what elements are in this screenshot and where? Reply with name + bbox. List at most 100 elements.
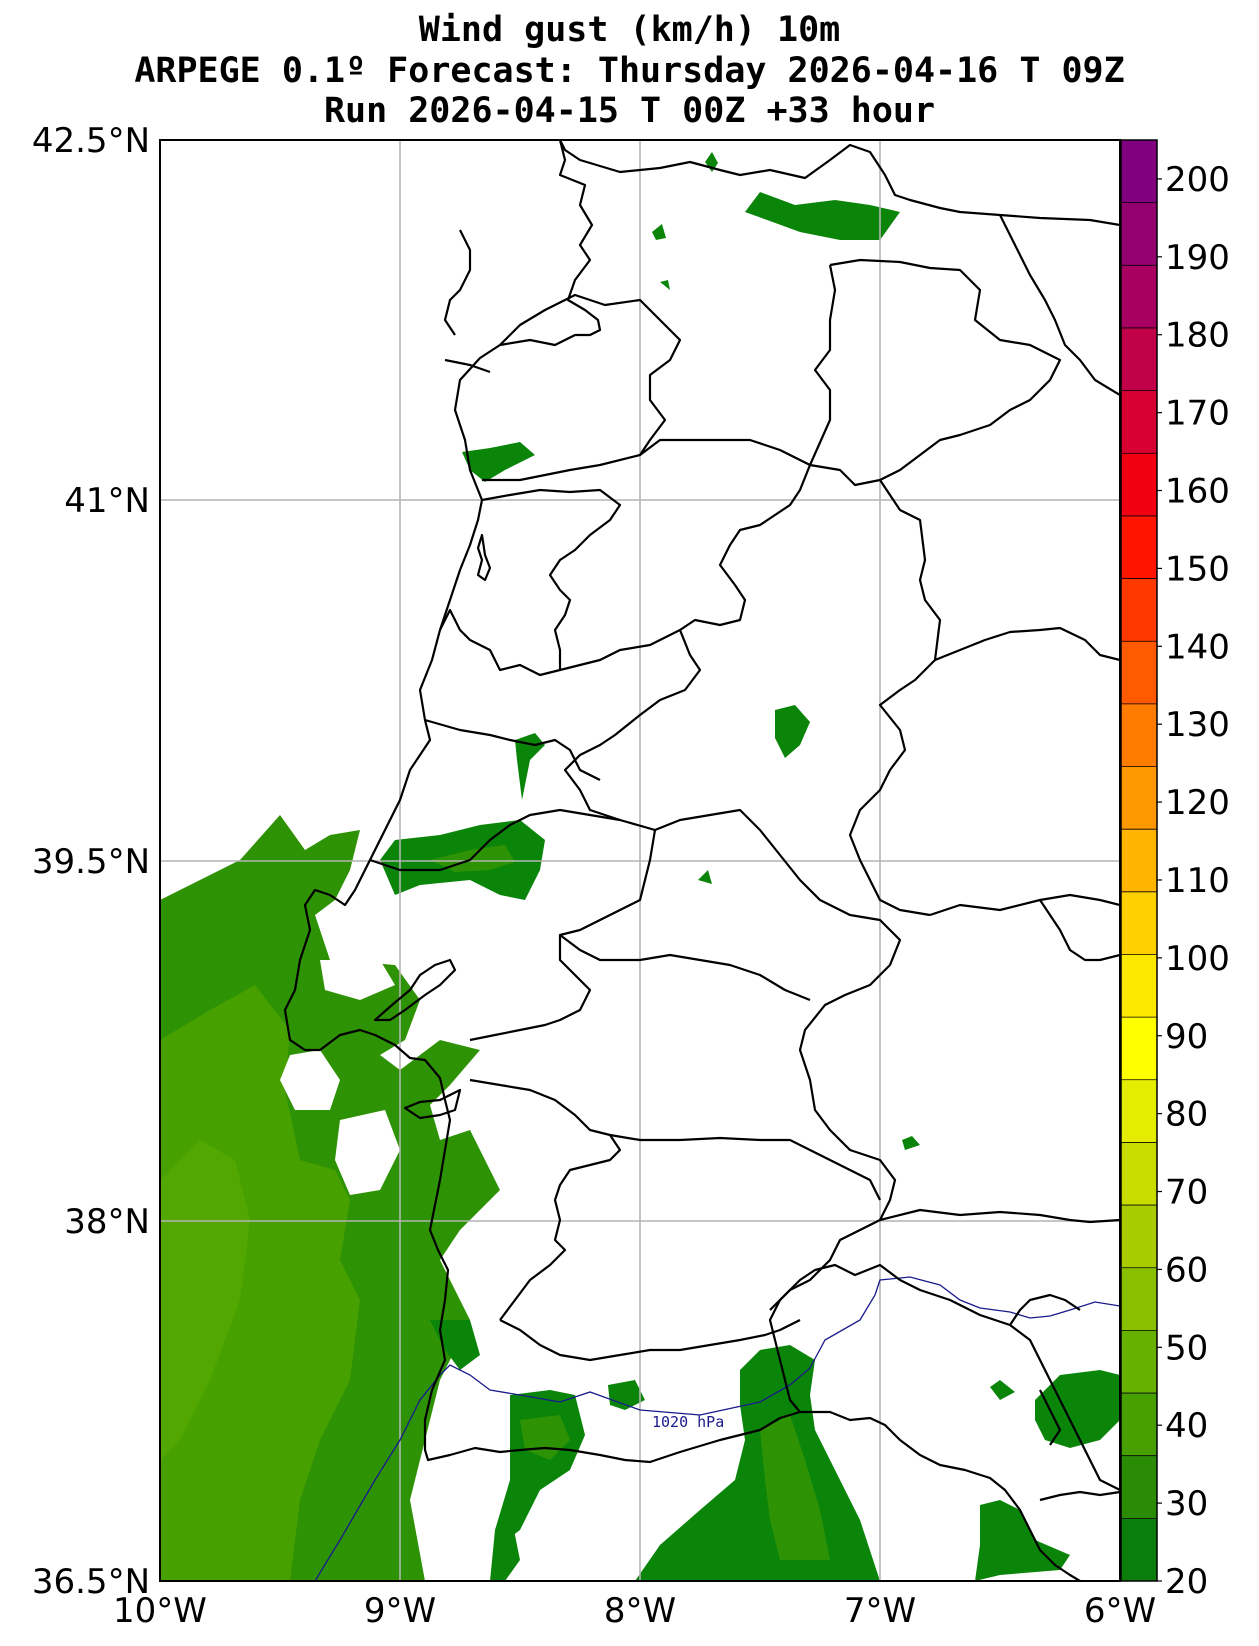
gust-gap-coast-4	[320, 960, 395, 1000]
colorbar-tick-label: 140	[1165, 627, 1230, 667]
colorbar-tick-label: 130	[1165, 705, 1230, 745]
gust-area-coast-40n	[515, 733, 545, 800]
colorbar-band	[1121, 140, 1157, 204]
coast-northwest-a	[443, 229, 472, 336]
border-district-1	[439, 488, 622, 677]
coastline-aveiro	[476, 533, 492, 582]
border-north	[559, 140, 1120, 227]
border-district-8	[609, 1133, 881, 1201]
coastline-tagus-estuary	[373, 958, 457, 1022]
colorbar-band	[1121, 390, 1157, 454]
coastline-sado	[403, 1088, 462, 1120]
latitude-labels: 42.5°N 41°N 39.5°N 38°N 36.5°N	[32, 121, 150, 1602]
spain-east-1	[1039, 899, 1120, 962]
lat-label-39-5n: 39.5°N	[32, 842, 150, 882]
spain-east-2	[1009, 1293, 1081, 1326]
gust-area-interior-40n	[775, 705, 810, 758]
border-district-4	[369, 808, 621, 872]
colorbar-tick-label: 190	[1165, 238, 1230, 278]
colorbar-band	[1121, 829, 1157, 893]
gridlines	[160, 140, 1120, 1581]
plot-frame	[159, 139, 1121, 1582]
colorbar-band	[1121, 1017, 1157, 1081]
border-district-9	[499, 1319, 801, 1362]
colorbar	[1120, 139, 1158, 1582]
gust-area-north-2	[705, 152, 718, 172]
gust-gap-coast-3	[335, 1110, 400, 1195]
colorbar-band	[1121, 891, 1157, 955]
gust-area-interior-38-2n	[902, 1136, 920, 1150]
wind-gust-fill	[160, 152, 1120, 1581]
colorbar-band	[1121, 954, 1157, 1018]
border-district-6	[469, 829, 657, 1042]
longitude-labels: 10°W 9°W 8°W 7°W 6°W	[113, 1591, 1156, 1631]
colorbar-tick-label: 160	[1165, 472, 1230, 512]
colorbar-tick-label: 60	[1165, 1250, 1208, 1290]
lon-label-8w: 8°W	[604, 1591, 676, 1631]
colorbar-tick-label: 150	[1165, 549, 1230, 589]
colorbar-band	[1121, 1205, 1157, 1269]
gust-area-southwest-40-50	[160, 985, 360, 1581]
gust-area-south-4	[975, 1500, 1070, 1581]
map-title-line-3: Run 2026-04-15 T 00Z +33 hour	[323, 91, 936, 131]
isobar-1020: 1020 hPa	[314, 1276, 1120, 1581]
colorbar-tick-label: 100	[1165, 939, 1230, 979]
lon-label-7w: 7°W	[844, 1591, 916, 1631]
coastline-and-borders	[283, 140, 1120, 1581]
map-title-line-1: Wind gust (km/h) 10m	[418, 10, 841, 50]
colorbar-tick-label: 40	[1165, 1406, 1208, 1446]
border-district-7	[469, 1078, 622, 1321]
colorbar-band	[1121, 1267, 1157, 1331]
colorbar-tick-label: 80	[1165, 1095, 1208, 1135]
colorbar-tick-label: 30	[1165, 1484, 1208, 1524]
colorbar-tick-label: 170	[1165, 394, 1230, 434]
colorbar-tick-label: 20	[1165, 1562, 1208, 1602]
colorbar-tick-label: 200	[1165, 160, 1230, 200]
gust-area-north-3	[652, 224, 666, 240]
border-internal-2	[808, 264, 837, 466]
colorbar-tick-label: 70	[1165, 1173, 1208, 1213]
border-internal-7	[879, 1208, 1120, 1224]
lat-label-36-5n: 36.5°N	[32, 1562, 150, 1602]
gust-area-interior-39-5n	[698, 870, 712, 884]
border-district-11	[1039, 1490, 1120, 1502]
colorbar-band	[1121, 265, 1157, 329]
gust-area-southwest-40-50-core	[160, 1140, 250, 1460]
isobar-label: 1020 hPa	[652, 1413, 724, 1431]
gust-area-north-4	[660, 280, 670, 290]
lon-label-9w: 9°W	[364, 1591, 436, 1631]
border-internal-1	[563, 438, 812, 832]
colorbar-labels: 20 30 40 50 60 70 80 90 100 110 120 130 140 150 160 170…	[1157, 160, 1230, 1602]
border-district-10	[769, 1263, 1120, 1491]
gust-area-south-5	[990, 1380, 1015, 1400]
colorbar-band	[1121, 1455, 1157, 1519]
colorbar-band	[1121, 1142, 1157, 1206]
border-internal-3	[848, 479, 942, 917]
lat-label-42-5n: 42.5°N	[32, 121, 150, 161]
colorbar-band	[1121, 202, 1157, 266]
lon-label-10w: 10°W	[113, 1591, 207, 1631]
gust-gap-coast-2	[280, 1050, 340, 1110]
gust-area-southeast-1	[1035, 1370, 1120, 1448]
colorbar-tick-label: 50	[1165, 1328, 1208, 1368]
spain-north-3	[934, 628, 1041, 662]
coastline-west	[283, 140, 1081, 1581]
colorbar-band	[1121, 641, 1157, 705]
colorbar-band	[1121, 453, 1157, 517]
lat-label-38n: 38°N	[64, 1202, 150, 1242]
colorbar-band	[1121, 703, 1157, 768]
spain-north-1	[999, 214, 1120, 396]
colorbar-tick-label: 180	[1165, 316, 1230, 356]
border-portugal-spain	[482, 293, 682, 482]
gust-area-south-1b	[490, 1510, 520, 1581]
colorbar-band	[1121, 1518, 1157, 1582]
colorbar-band	[1121, 515, 1157, 580]
gust-area-coast-41n	[462, 442, 535, 482]
border-district-5	[559, 934, 811, 1002]
gust-area-south-3b	[430, 1320, 480, 1370]
map-title-line-2: ARPEGE 0.1º Forecast: Thursday 2026-04-1…	[134, 51, 1125, 91]
colorbar-band	[1121, 1079, 1157, 1143]
coast-northwest-b	[444, 358, 491, 374]
border-district-3	[424, 718, 601, 781]
